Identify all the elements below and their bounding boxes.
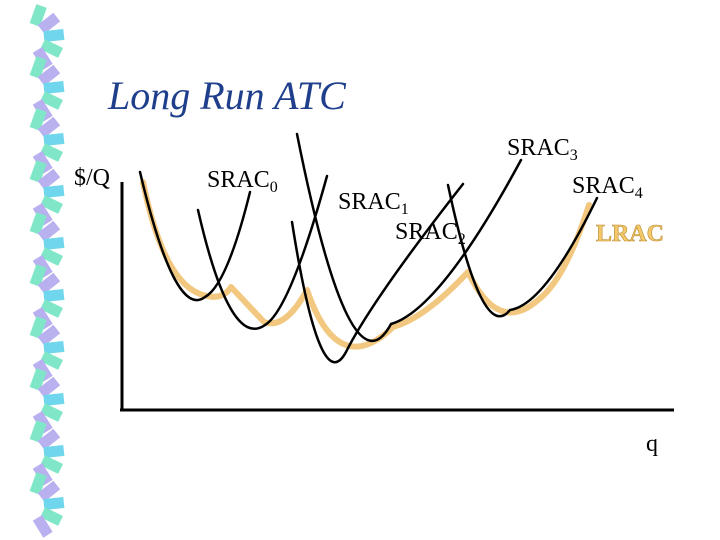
spiral-coil	[29, 108, 65, 174]
y-axis-label: $/Q	[74, 165, 110, 191]
spiral-coil	[29, 420, 65, 486]
srac-0-label: SRAC0	[207, 167, 278, 196]
srac-3-curve	[295, 132, 523, 343]
srac-3-label: SRAC3	[507, 135, 578, 164]
srac-1-label: SRAC1	[338, 189, 409, 218]
spiral-coil	[29, 316, 65, 382]
spiral-coil	[29, 160, 65, 226]
lrac-label: LRAC	[596, 221, 665, 247]
slide-title: Long Run ATC	[108, 73, 346, 118]
lrac-envelope-curve	[140, 179, 592, 350]
spiral-coil	[29, 368, 65, 434]
spiral-coil	[29, 212, 65, 278]
srac-0-curve	[138, 170, 252, 302]
srac-2-curve	[290, 182, 465, 364]
spiral-coil	[29, 56, 65, 122]
spiral-coil	[29, 4, 65, 70]
srac-4-label: SRAC4	[572, 173, 643, 202]
spiral-binding-decoration	[29, 4, 65, 538]
spiral-coil	[29, 264, 65, 330]
x-axis-label: q	[646, 431, 658, 457]
srac-1-curve	[196, 174, 329, 331]
srac-2-label: SRAC2	[395, 219, 466, 248]
spiral-coil	[29, 472, 65, 538]
srac-curves	[138, 132, 599, 364]
srac-4-curve	[446, 183, 599, 318]
